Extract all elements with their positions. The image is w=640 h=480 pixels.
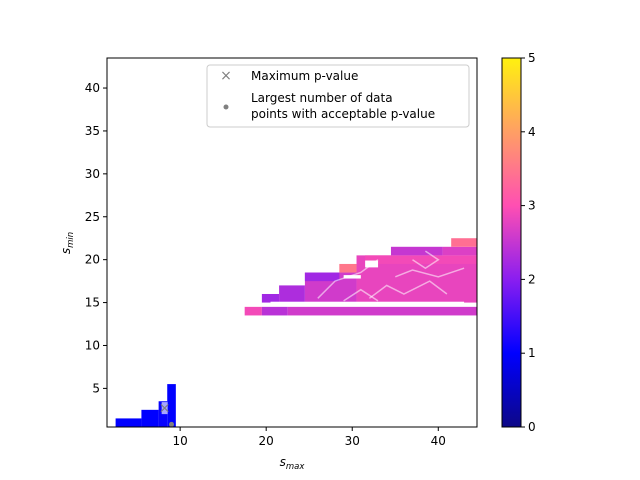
heatmap-cell (261, 306, 288, 316)
x-tick-label: 20 (259, 434, 274, 448)
y-axis: 5 10 15 20 25 30 35 40 (85, 81, 107, 395)
contour-line (343, 288, 379, 302)
y-tick-label: 5 (92, 381, 100, 395)
y-tick-label: 10 (85, 338, 100, 352)
heatmap-cell (287, 306, 477, 316)
y-tick-label: 35 (85, 124, 100, 138)
max-p-value-marker: × (159, 400, 171, 416)
colorbar-tick-label: 1 (528, 346, 536, 360)
legend-label-max-p: Maximum p-value (251, 69, 358, 83)
legend-label-largest-line2: points with acceptable p-value (251, 107, 435, 121)
legend-label-largest-line1: Largest number of data (251, 91, 393, 105)
max-p-value-marker-bg (161, 402, 168, 415)
colorbar-tick-label: 0 (528, 420, 536, 434)
x-tick-label: 30 (345, 434, 360, 448)
colorbar-ticks: 0 1 2 3 4 5 (521, 51, 536, 434)
x-tick-label: 10 (172, 434, 187, 448)
y-tick-label: 15 (85, 296, 100, 310)
legend-marker-x-icon: × (220, 68, 232, 84)
heatmap-cell (167, 384, 176, 427)
heatmap-cell (442, 246, 477, 256)
plot-frame (106, 57, 478, 428)
heatmap-cell (390, 246, 443, 256)
legend-box (206, 64, 470, 128)
heatmap-cell (304, 272, 340, 282)
colorbar-tick-label: 3 (528, 199, 536, 213)
y-tick-label: 20 (85, 253, 100, 267)
colorbar-tick-label: 2 (528, 272, 536, 286)
colorbar-tick-label: 5 (528, 51, 536, 65)
markers: × (159, 400, 175, 427)
gap-bar (365, 260, 379, 268)
colorbar: 0 1 2 3 4 5 (501, 51, 536, 434)
gap-bar (270, 301, 465, 305)
heatmap-cell (339, 263, 357, 273)
gap-bar (343, 275, 361, 279)
x-axis: 10 20 30 40 (172, 427, 446, 448)
legend: × Maximum p-value Largest number of data… (206, 64, 470, 128)
contour-line (412, 250, 440, 270)
colorbar-tick-label: 4 (528, 125, 536, 139)
heatmap-cell (115, 418, 142, 427)
largest-number-marker (169, 421, 175, 427)
contour-lines (270, 250, 465, 305)
heatmap-cell (244, 306, 262, 316)
y-axis-label: smin (59, 232, 76, 254)
contour-line (368, 280, 448, 299)
contour-line (395, 267, 465, 278)
heatmap-cell (451, 238, 477, 247)
y-tick-label: 30 (85, 167, 100, 181)
legend-marker-dot-icon (223, 104, 229, 110)
heatmap-cell (141, 409, 159, 427)
x-axis-label: smax (280, 455, 306, 472)
heatmap-cell (279, 285, 305, 303)
colorbar-gradient (501, 57, 522, 428)
heatmap-cell (261, 293, 280, 303)
y-tick-label: 40 (85, 81, 100, 95)
y-tick-label: 25 (85, 210, 100, 224)
heatmap-cell (158, 401, 168, 427)
heatmap-cell (365, 255, 477, 264)
x-tick-label: 40 (431, 434, 446, 448)
